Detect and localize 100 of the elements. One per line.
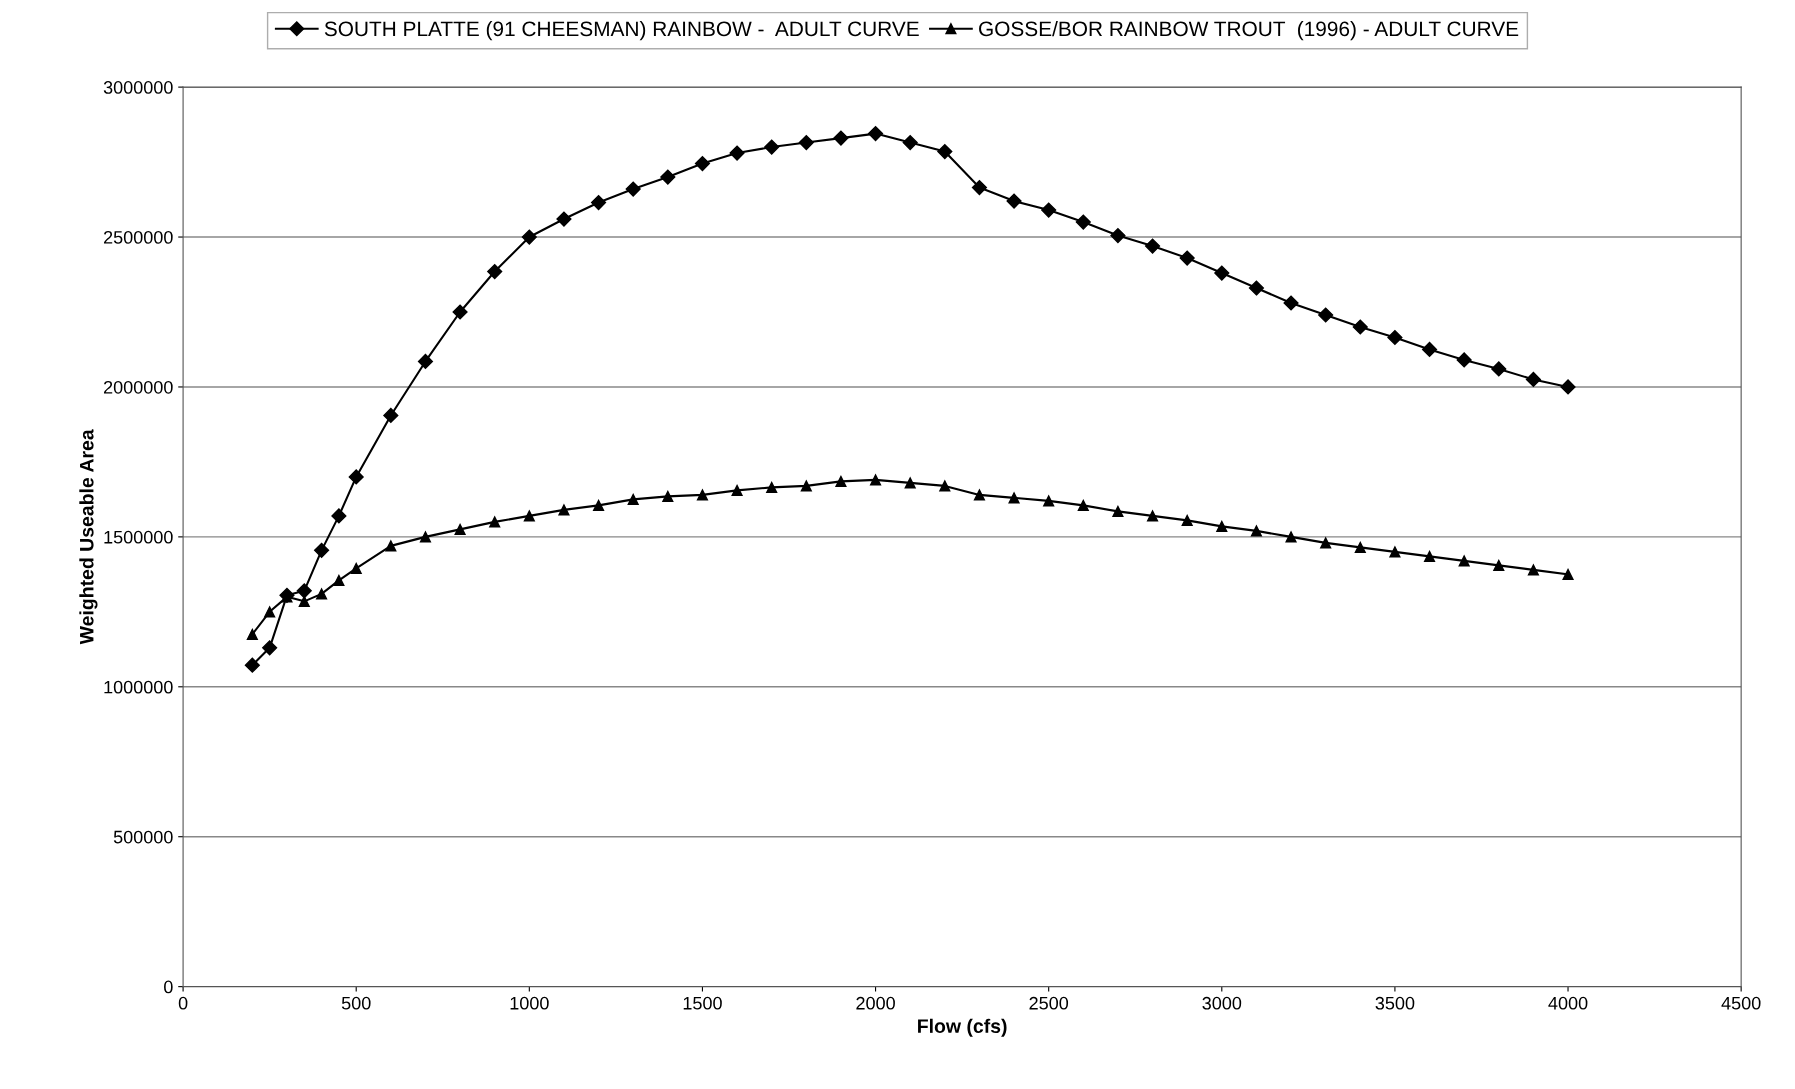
point bbox=[1320, 537, 1332, 549]
point bbox=[1527, 564, 1539, 576]
x-tick-label: 4000 bbox=[1548, 996, 1588, 1010]
point bbox=[1491, 361, 1507, 377]
point bbox=[1352, 319, 1368, 335]
point bbox=[1043, 495, 1055, 507]
point bbox=[660, 169, 676, 185]
point bbox=[1110, 227, 1126, 244]
point bbox=[1006, 193, 1022, 209]
point bbox=[904, 477, 916, 489]
point bbox=[798, 135, 814, 151]
point bbox=[348, 469, 364, 485]
point bbox=[1285, 531, 1297, 543]
point bbox=[1456, 352, 1472, 368]
point bbox=[314, 542, 330, 558]
point bbox=[262, 640, 278, 656]
point bbox=[452, 304, 468, 320]
point bbox=[870, 474, 882, 486]
point bbox=[1248, 280, 1264, 296]
point bbox=[1318, 307, 1334, 323]
point bbox=[454, 523, 466, 535]
point bbox=[1041, 202, 1057, 218]
point bbox=[1144, 238, 1161, 254]
point bbox=[1008, 492, 1020, 504]
y-tick-label: 1500000 bbox=[104, 530, 173, 544]
point bbox=[350, 562, 362, 574]
point bbox=[1075, 214, 1091, 230]
x-axis-title: Flow (cfs) bbox=[918, 1018, 1007, 1037]
point bbox=[1387, 329, 1403, 346]
point bbox=[264, 606, 276, 618]
point bbox=[731, 484, 743, 496]
point bbox=[766, 481, 778, 493]
point bbox=[1389, 546, 1401, 558]
point bbox=[417, 353, 434, 370]
point bbox=[316, 588, 328, 600]
x-tick-label: 0 bbox=[178, 996, 188, 1010]
point bbox=[729, 145, 745, 161]
point bbox=[902, 135, 918, 151]
point bbox=[867, 126, 884, 142]
point bbox=[1562, 568, 1574, 580]
point bbox=[1525, 371, 1541, 388]
x-tick-label: 1000 bbox=[510, 996, 549, 1010]
point bbox=[419, 531, 432, 543]
point bbox=[331, 508, 347, 524]
point bbox=[1112, 505, 1124, 517]
point bbox=[800, 480, 812, 492]
x-tick-label: 2500 bbox=[1029, 996, 1069, 1010]
point bbox=[1493, 559, 1505, 571]
x-tick-label: 2000 bbox=[856, 996, 895, 1010]
point bbox=[1077, 499, 1089, 511]
y-tick-label: 0 bbox=[164, 980, 173, 994]
point bbox=[1250, 525, 1262, 537]
point bbox=[1354, 541, 1366, 553]
point bbox=[627, 493, 639, 505]
point bbox=[383, 407, 399, 424]
legend-label: GOSSE/BOR RAINBOW TROUT (1996) - ADULT CURVE bbox=[979, 20, 1519, 41]
point bbox=[333, 574, 345, 586]
point bbox=[244, 657, 260, 673]
x-tick-label: 4500 bbox=[1721, 996, 1761, 1010]
point bbox=[1560, 379, 1576, 395]
point bbox=[556, 211, 572, 227]
point bbox=[625, 181, 641, 197]
point bbox=[939, 480, 951, 492]
point bbox=[296, 583, 312, 599]
point bbox=[1423, 550, 1436, 562]
point bbox=[1458, 555, 1470, 567]
point bbox=[764, 139, 780, 155]
y-tick-label: 2000000 bbox=[103, 380, 173, 394]
point bbox=[487, 263, 503, 280]
point bbox=[1146, 510, 1159, 522]
point bbox=[937, 144, 953, 160]
x-tick-label: 3000 bbox=[1202, 996, 1242, 1010]
point bbox=[1179, 250, 1195, 266]
point bbox=[558, 504, 570, 516]
point bbox=[973, 489, 985, 501]
point bbox=[835, 475, 847, 487]
point bbox=[694, 156, 711, 172]
point bbox=[1283, 295, 1299, 311]
x-tick-label: 1500 bbox=[683, 996, 722, 1010]
point bbox=[971, 179, 988, 196]
point bbox=[591, 194, 607, 211]
point bbox=[385, 540, 397, 552]
point bbox=[521, 229, 537, 245]
y-tick-label: 3000000 bbox=[103, 81, 173, 94]
y-tick-label: 2500000 bbox=[103, 230, 173, 244]
point bbox=[662, 490, 674, 502]
y-tick-label: 500000 bbox=[113, 830, 173, 844]
y-axis-title: Weighted Useable Area bbox=[79, 429, 98, 645]
point bbox=[1216, 520, 1228, 532]
point bbox=[489, 516, 501, 528]
point bbox=[833, 130, 849, 146]
point bbox=[246, 628, 258, 640]
point bbox=[593, 499, 605, 511]
point bbox=[1214, 265, 1230, 281]
x-tick-label: 3500 bbox=[1375, 996, 1415, 1010]
x-tick-label: 500 bbox=[341, 996, 371, 1010]
point bbox=[523, 510, 535, 522]
point bbox=[1421, 341, 1438, 358]
y-tick-label: 1000000 bbox=[104, 680, 173, 694]
point bbox=[1181, 514, 1193, 526]
